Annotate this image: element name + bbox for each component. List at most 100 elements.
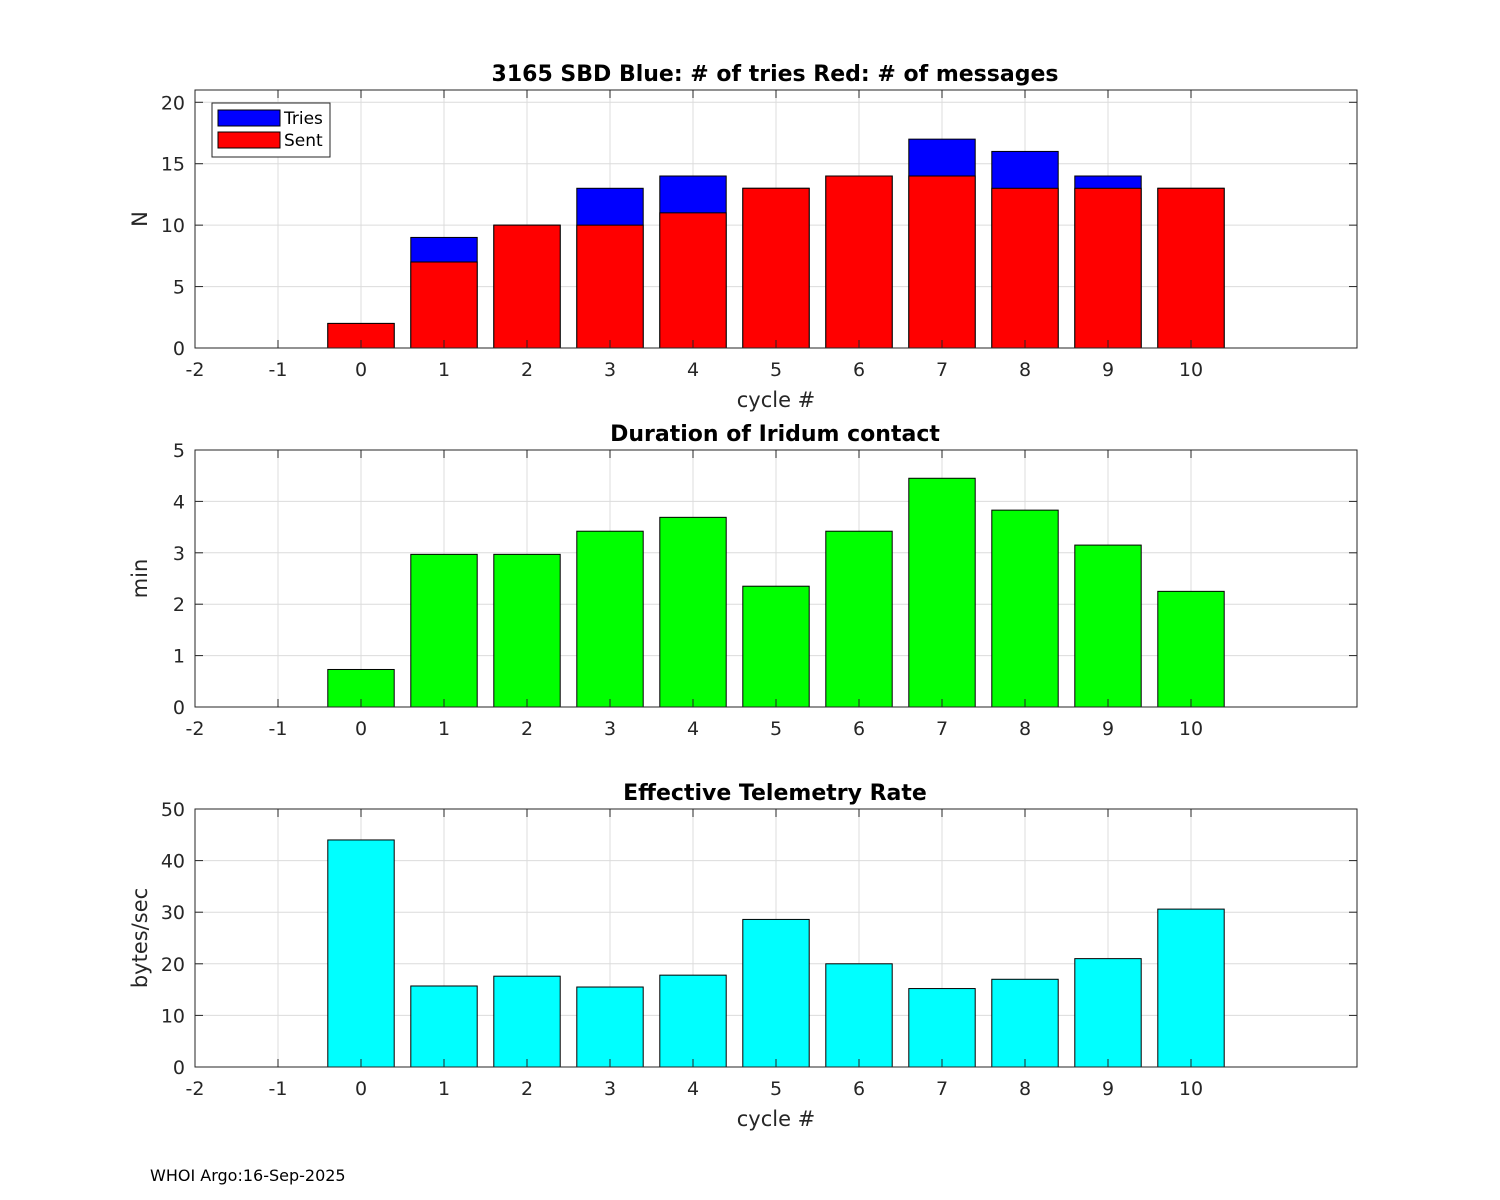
x-tick-label: 5 [770, 1078, 782, 1100]
legend-swatch-sent [217, 131, 281, 149]
y-tick-label: 20 [161, 92, 185, 114]
bar-rate-cycle-10 [1157, 908, 1225, 1068]
bar-duration-cycle-7 [908, 477, 976, 708]
bar-sent-cycle-7 [908, 175, 976, 349]
x-tick-label: 7 [936, 1078, 948, 1100]
bar-rate-cycle-1 [410, 985, 478, 1068]
bar-duration-cycle-2 [493, 553, 561, 708]
x-tick-label: -1 [269, 359, 288, 381]
x-axis-label: cycle # [737, 388, 816, 412]
x-tick-label: 3 [604, 1078, 616, 1100]
y-tick-label: 1 [173, 646, 185, 668]
bar-rate-cycle-6 [825, 963, 893, 1068]
bar-sent-cycle-9 [1074, 187, 1142, 349]
x-tick-label: 2 [521, 359, 533, 381]
bar-rate-cycle-8 [991, 978, 1059, 1068]
x-tick-label: 6 [853, 359, 865, 381]
bar-duration-cycle-3 [576, 530, 644, 708]
chart-panel-3: -2 -1 0 1 2 3 4 5 6 7 8 9 10 0 10 20 30 40 50 Effective Tel… [128, 781, 1358, 1131]
bar-rate-cycle-0 [327, 839, 395, 1068]
x-tick-label: 10 [1179, 1078, 1203, 1100]
chart-panel-1: -2 -1 0 1 2 3 4 5 6 7 8 9 10 0 5 10 15 20 3165 SBD Blue: #… [128, 62, 1358, 412]
x-tick-label: 10 [1179, 718, 1203, 740]
x-tick-label: 2 [521, 1078, 533, 1100]
x-tick-label: 6 [853, 718, 865, 740]
bar-rate-cycle-7 [908, 988, 976, 1068]
x-tick-label: 4 [687, 718, 699, 740]
bar-sent-cycle-6 [825, 175, 893, 349]
footer-stamp: WHOI Argo:16-Sep-2025 [150, 1166, 346, 1185]
y-tick-label: 20 [161, 954, 185, 976]
x-tick-label: -1 [269, 1078, 288, 1100]
bar-sent-cycle-1 [410, 261, 478, 349]
x-tick-label: -1 [269, 718, 288, 740]
x-tick-label: 8 [1019, 359, 1031, 381]
y-tick-label: 40 [161, 851, 185, 873]
x-tick-label: 6 [853, 1078, 865, 1100]
y-tick-label: 0 [173, 1057, 185, 1079]
y-tick-label: 10 [161, 215, 185, 237]
x-tick-label: 0 [355, 718, 367, 740]
bar-sent-cycle-4 [659, 212, 727, 349]
bar-duration-cycle-6 [825, 530, 893, 708]
x-tick-label: 9 [1102, 1078, 1114, 1100]
x-axis-label: cycle # [737, 1107, 816, 1131]
x-tick-label: 7 [936, 359, 948, 381]
x-tick-label: 9 [1102, 359, 1114, 381]
x-tick-label: 3 [604, 359, 616, 381]
bar-duration-cycle-4 [659, 516, 727, 708]
x-tick-label: 9 [1102, 718, 1114, 740]
x-tick-label: -2 [186, 718, 205, 740]
x-tick-label: 5 [770, 718, 782, 740]
legend-label-tries: Tries [283, 109, 323, 129]
bar-sent-cycle-2 [493, 224, 561, 349]
y-tick-label: 30 [161, 902, 185, 924]
chart-title: Duration of Iridum contact [610, 422, 940, 447]
x-tick-label: 0 [355, 359, 367, 381]
x-tick-label: -2 [186, 1078, 205, 1100]
y-tick-label: 0 [173, 697, 185, 719]
x-tick-label: 8 [1019, 1078, 1031, 1100]
y-axis-label: min [128, 559, 152, 599]
y-tick-label: 15 [161, 154, 185, 176]
chart-title: 3165 SBD Blue: # of tries Red: # of mess… [492, 62, 1059, 87]
bar-sent-cycle-3 [576, 224, 644, 349]
bar-rate-cycle-9 [1074, 958, 1142, 1068]
x-tick-label: 4 [687, 359, 699, 381]
bar-sent-cycle-5 [742, 187, 810, 349]
x-tick-label: 3 [604, 718, 616, 740]
x-tick-label: 0 [355, 1078, 367, 1100]
bar-rate-cycle-4 [659, 974, 727, 1068]
x-tick-label: -2 [186, 359, 205, 381]
bar-rate-cycle-3 [576, 986, 644, 1068]
legend-swatch-tries [217, 109, 281, 127]
y-tick-label: 3 [173, 543, 185, 565]
bar-duration-cycle-1 [410, 553, 478, 708]
y-tick-label: 5 [173, 440, 185, 462]
bar-duration-cycle-8 [991, 509, 1059, 708]
bar-sent-cycle-10 [1157, 187, 1225, 349]
bar-duration-cycle-5 [742, 585, 810, 708]
x-tick-label: 2 [521, 718, 533, 740]
y-tick-label: 50 [161, 799, 185, 821]
bar-duration-cycle-10 [1157, 590, 1225, 708]
x-tick-label: 1 [438, 1078, 450, 1100]
y-tick-label: 0 [173, 338, 185, 360]
x-tick-label: 7 [936, 718, 948, 740]
x-tick-label: 1 [438, 718, 450, 740]
bar-rate-cycle-2 [493, 975, 561, 1068]
chart-panel-2: -2 -1 0 1 2 3 4 5 6 7 8 9 10 0 1 2 3 4 5 Duration of Iridum… [128, 422, 1358, 740]
bar-sent-cycle-8 [991, 187, 1059, 349]
x-tick-label: 5 [770, 359, 782, 381]
chart-title: Effective Telemetry Rate [623, 781, 927, 806]
y-tick-label: 10 [161, 1005, 185, 1027]
y-tick-label: 2 [173, 594, 185, 616]
x-tick-label: 10 [1179, 359, 1203, 381]
y-axis-label: N [128, 211, 152, 227]
bar-rate-cycle-5 [742, 918, 810, 1068]
x-tick-label: 4 [687, 1078, 699, 1100]
legend-label-sent: Sent [284, 131, 323, 151]
y-tick-label: 5 [173, 277, 185, 299]
